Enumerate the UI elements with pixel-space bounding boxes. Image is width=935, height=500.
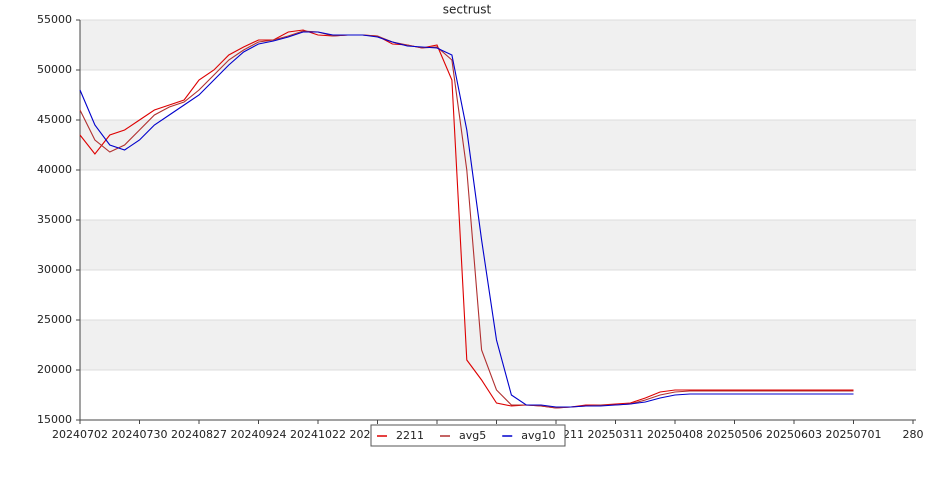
y-tick-label: 40000: [37, 163, 72, 176]
x-tick-label: 20250408: [647, 428, 703, 441]
band: [80, 120, 916, 170]
y-tick-label: 45000: [37, 113, 72, 126]
y-tick-label: 20000: [37, 363, 72, 376]
x-tick-label: 20240924: [231, 428, 287, 441]
y-tick-label: 50000: [37, 63, 72, 76]
x-tick-label: 20250506: [707, 428, 763, 441]
y-tick-label: 30000: [37, 263, 72, 276]
legend-box: [370, 424, 566, 447]
x-tick-label: 20250311: [588, 428, 644, 441]
band: [80, 220, 916, 270]
x-tick-label: 20240730: [112, 428, 168, 441]
chart-title: sectrust: [443, 3, 492, 17]
y-tick-label: 15000: [37, 413, 72, 426]
legend-label: 2211: [396, 429, 424, 442]
y-tick-label: 55000: [37, 13, 72, 26]
legend-label: avg10: [521, 429, 555, 442]
band: [80, 20, 916, 70]
x-tick-label: 20241022: [290, 428, 346, 441]
series-line: [79, 31, 854, 408]
series-line: [79, 29, 854, 409]
x-tick-label: 20250603: [766, 428, 822, 441]
x-tick-label: 20250701: [826, 428, 882, 441]
y-tick-label: 25000: [37, 313, 72, 326]
series-line: [79, 30, 854, 409]
y-tick-label: 35000: [37, 213, 72, 226]
x-tick-label: 20240702: [52, 428, 108, 441]
legend: 2211 avg5 avg10: [370, 424, 566, 447]
x-tick-label: 280: [903, 428, 924, 441]
legend-label: avg5: [459, 429, 486, 442]
x-tick-label: 20240827: [171, 428, 227, 441]
